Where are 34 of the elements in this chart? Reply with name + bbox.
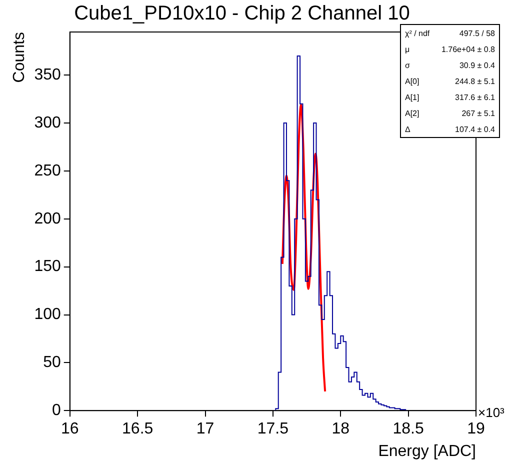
y-tick-label: 100 [34, 306, 61, 324]
annotation: 107.4 ± 0.4 [454, 124, 496, 136]
annotation: A[0] [404, 76, 420, 88]
y-axis-title: Counts [11, 32, 28, 83]
y-tick-label: 0 [52, 402, 61, 420]
x-tick-label: 16 [60, 420, 79, 438]
chart-title: Cube1_PD10x10 - Chip 2 Channel 10 [74, 2, 410, 25]
x-tick-label: 17.5 [257, 420, 289, 438]
annotation: A[2] [404, 108, 420, 120]
annotation: 317.6 ± 6.1 [454, 92, 496, 104]
y-tick-label: 50 [43, 354, 61, 372]
annotation: μ [404, 44, 411, 56]
x-tick-label: 18.5 [392, 420, 424, 438]
x-tick-label: 19 [467, 420, 485, 438]
y-tick-label: 150 [34, 258, 61, 276]
annotation: 497.5 / 58 [458, 28, 496, 40]
annotation: 267 ± 5.1 [460, 108, 496, 120]
line-series [281, 104, 326, 392]
y-tick-label: 250 [34, 162, 61, 180]
y-tick-label: 200 [34, 210, 61, 228]
x-axis-title: Energy [ADC] [378, 442, 476, 460]
x-tick-label: 18 [332, 420, 350, 438]
annotation: σ [404, 60, 411, 72]
annotation: A[1] [404, 92, 420, 104]
x-tick-label: 16.5 [122, 420, 154, 438]
x-tick-label: 17 [196, 420, 214, 438]
annotation: χ² / ndf [404, 28, 431, 40]
y-tick-label: 350 [34, 66, 61, 84]
text: ×10³ [478, 405, 504, 420]
annotation: 244.8 ± 5.1 [454, 76, 496, 88]
y-tick-label: 300 [34, 114, 61, 132]
annotation: 30.9 ± 0.4 [458, 60, 496, 72]
annotation: 1.76e+04 ± 0.8 [440, 44, 496, 56]
annotation: Δ [404, 124, 412, 136]
